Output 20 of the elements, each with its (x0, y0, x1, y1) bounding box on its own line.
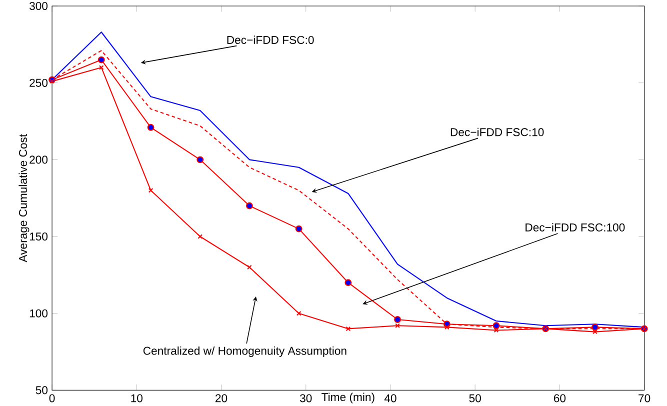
y-tick-label: 100 (30, 309, 48, 318)
x-tick-label: 60 (554, 394, 566, 402)
y-tick-label: 200 (30, 156, 48, 164)
y-tick-label: 250 (30, 78, 48, 87)
x-tick-label: 20 (216, 394, 228, 402)
y-tick-label: 50 (36, 386, 48, 394)
y-tick-label: 300 (30, 2, 48, 10)
x-tick-label: 50 (469, 394, 481, 402)
annotation: Dec−iFDD FSC:0 (227, 36, 314, 44)
x-tick-label: 30 (300, 394, 312, 402)
x-axis-title: Time (min) (322, 392, 374, 404)
y-tick-label: 150 (30, 232, 48, 240)
annotation: Dec−iFDD FSC:10 (450, 128, 544, 136)
x-tick-label: 0 (49, 394, 55, 402)
x-tick-label: 10 (131, 394, 143, 402)
annotation: Centralized w/ Homogenuity Assumption (143, 346, 346, 357)
annotation: Dec−iFDD FSC:100 (526, 223, 625, 232)
x-tick-label: 70 (638, 394, 650, 402)
y-axis-title: Average Cumulative Cost (18, 134, 30, 262)
x-tick-label: 40 (384, 394, 396, 402)
